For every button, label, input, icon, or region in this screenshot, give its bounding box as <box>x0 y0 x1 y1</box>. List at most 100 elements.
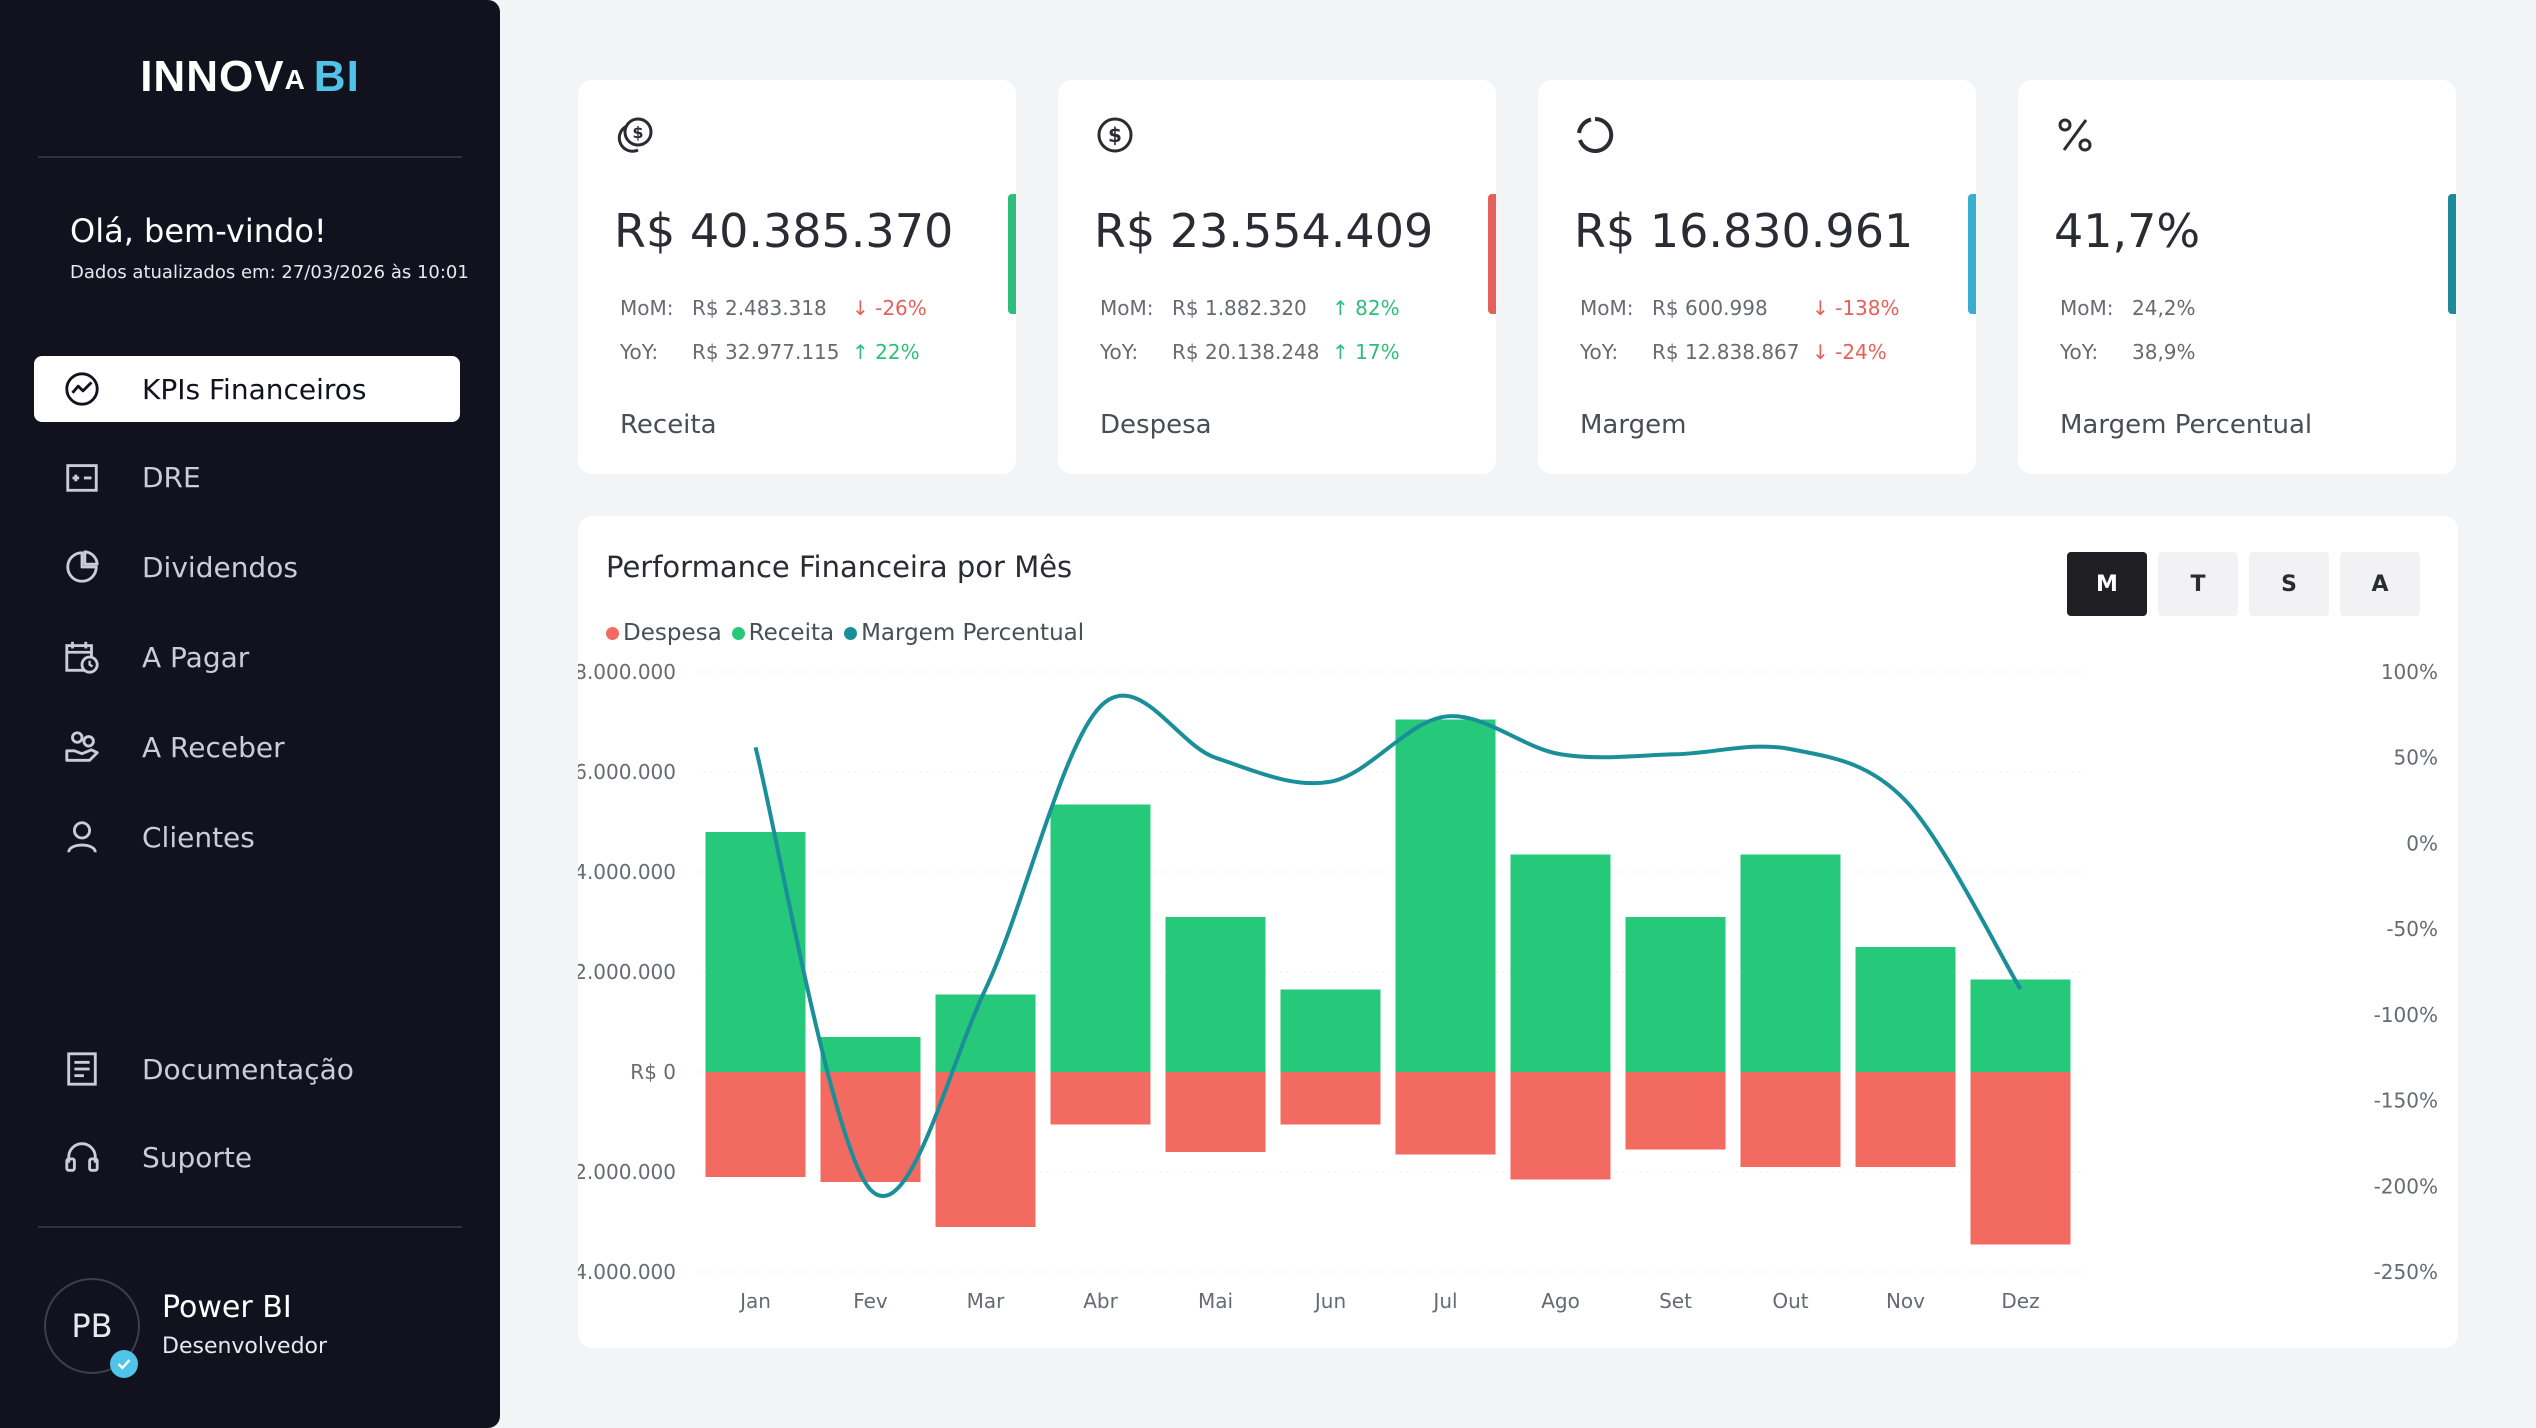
kpi-mom-row: MoM: R$ 2.483.318 ↓ -26% <box>620 296 927 320</box>
x-tick: Ago <box>1541 1289 1580 1313</box>
avatar[interactable]: PB <box>44 1278 140 1374</box>
kpi-value: R$ 16.830.961 <box>1574 204 1914 258</box>
ring-chart-icon <box>1574 114 1616 156</box>
mom-value: 24,2% <box>2132 296 2196 320</box>
nav-item-a-receber[interactable]: A Receber <box>34 714 460 780</box>
legend-dot <box>844 626 858 640</box>
bar-despesa <box>1740 1072 1841 1167</box>
y-tick-right: -200% <box>2374 1174 2438 1198</box>
kpi-card-margem: R$ 16.830.961 MoM: R$ 600.998 ↓ -138% Yo… <box>1538 80 1976 474</box>
y-tick-right: -50% <box>2386 917 2438 941</box>
mom-label: MoM: <box>1100 296 1154 320</box>
nav-item-clientes[interactable]: Clientes <box>34 804 460 870</box>
logo-text: INNOV <box>140 52 285 101</box>
dollar-circle-icon: $ <box>1094 114 1136 156</box>
hand-coins-icon <box>62 727 102 767</box>
coin-stack-icon: $ <box>614 114 656 156</box>
nav-item-kpis-financeiros[interactable]: KPIs Financeiros <box>34 356 460 422</box>
chart-title: Performance Financeira por Mês <box>606 550 1073 584</box>
divider <box>38 156 462 158</box>
nav-item-dividendos[interactable]: Dividendos <box>34 534 460 600</box>
bar-despesa <box>1165 1072 1266 1152</box>
nav-label: Suporte <box>142 1140 253 1174</box>
y-tick-left: R$ 0 <box>630 1060 676 1084</box>
legend-item-despesa[interactable]: Despesa <box>606 620 722 646</box>
kpi-accent-bar <box>1008 194 1016 314</box>
period-button-a[interactable]: A <box>2340 552 2420 616</box>
legend-label: Receita <box>748 620 835 646</box>
y-tick-right: 50% <box>2394 746 2438 770</box>
kpi-label: Despesa <box>1100 410 1212 440</box>
mom-change: ↓ -26% <box>852 296 927 320</box>
ledger-icon <box>62 457 102 497</box>
legend-dot <box>606 626 619 640</box>
legend-label: Margem Percentual <box>861 620 1085 646</box>
period-button-t[interactable]: T <box>2158 552 2238 616</box>
period-button-s[interactable]: S <box>2249 552 2329 616</box>
nav-label: Dividendos <box>142 550 298 584</box>
x-tick: Fev <box>853 1289 888 1313</box>
y-tick-left: R$ 4.000.000 <box>578 860 676 884</box>
bar-receita <box>1970 979 2071 1072</box>
x-tick: Abr <box>1083 1289 1118 1313</box>
yoy-value: R$ 20.138.248 <box>1172 340 1320 364</box>
bar-despesa <box>1395 1072 1496 1155</box>
yoy-change: ↑ 22% <box>852 340 920 364</box>
yoy-label: YoY: <box>1580 340 1619 364</box>
nav-item-documentacao[interactable]: Documentação <box>34 1036 460 1102</box>
y-tick-left: R$ 8.000.000 <box>578 660 676 684</box>
bar-receita <box>1280 989 1381 1072</box>
svg-text:$: $ <box>632 123 643 142</box>
nav-label: Clientes <box>142 820 255 854</box>
x-tick: Set <box>1659 1289 1692 1313</box>
y-tick-right: 100% <box>2381 660 2438 684</box>
yoy-label: YoY: <box>1100 340 1139 364</box>
period-button-m[interactable]: M <box>2067 552 2147 616</box>
bar-receita <box>1395 719 1496 1072</box>
nav-label: A Receber <box>142 730 285 764</box>
nav-label: KPIs Financeiros <box>142 372 367 406</box>
line-margem-percentual <box>753 693 2023 1199</box>
kpi-yoy-row: YoY: R$ 32.977.115 ↑ 22% <box>620 340 920 364</box>
bar-despesa <box>705 1072 806 1177</box>
yoy-change: ↑ 17% <box>1332 340 1400 364</box>
bar-despesa <box>1050 1072 1151 1125</box>
bar-despesa <box>1510 1072 1611 1180</box>
mom-value: R$ 600.998 <box>1652 296 1768 320</box>
x-tick: Nov <box>1886 1289 1925 1313</box>
nav-label: A Pagar <box>142 640 250 674</box>
mom-change: ↓ -138% <box>1812 296 1900 320</box>
kpi-label: Margem <box>1580 410 1687 440</box>
bar-despesa <box>1855 1072 1956 1167</box>
y-tick-left: R$ 2.000.000 <box>578 960 676 984</box>
bar-receita <box>1050 804 1151 1072</box>
kpi-value: 41,7% <box>2054 204 2201 258</box>
nav-item-suporte[interactable]: Suporte <box>34 1124 460 1190</box>
kpi-yoy-row: YoY: R$ 20.138.248 ↑ 17% <box>1100 340 1400 364</box>
x-tick: Out <box>1772 1289 1808 1313</box>
bar-despesa <box>820 1072 921 1182</box>
legend-item-receita[interactable]: Receita <box>731 620 835 646</box>
headset-icon <box>62 1137 102 1177</box>
calendar-clock-icon <box>62 637 102 677</box>
data-updated-text: Dados atualizados em: 27/03/2026 às 10:0… <box>70 262 469 283</box>
y-tick-right: -150% <box>2374 1089 2438 1113</box>
kpi-accent-bar <box>1968 194 1976 314</box>
nav-item-a-pagar[interactable]: A Pagar <box>34 624 460 690</box>
mom-label: MoM: <box>1580 296 1634 320</box>
bar-despesa <box>935 1072 1036 1227</box>
y-tick-right: -100% <box>2374 1003 2438 1027</box>
chart-legend: Despesa Receita Margem Percentual <box>606 620 1084 646</box>
kpi-card-despesa: $ R$ 23.554.409 MoM: R$ 1.882.320 ↑ 82% … <box>1058 80 1496 474</box>
y-tick-left: -R$ 2.000.000 <box>578 1160 676 1184</box>
mom-change: ↑ 82% <box>1332 296 1400 320</box>
performance-chart: R$ 8.000.000 R$ 6.000.000 R$ 4.000.000 R$ 2… <box>578 660 2438 1313</box>
nav-item-dre[interactable]: DRE <box>34 444 460 510</box>
avatar-initials: PB <box>71 1307 113 1345</box>
legend-item-margem-percentual[interactable]: Margem Percentual <box>844 620 1084 646</box>
bar-receita <box>1625 917 1726 1072</box>
user-name: Power BI <box>162 1290 292 1325</box>
kpi-label: Margem Percentual <box>2060 410 2313 440</box>
yoy-value: R$ 32.977.115 <box>692 340 840 364</box>
yoy-label: YoY: <box>620 340 659 364</box>
